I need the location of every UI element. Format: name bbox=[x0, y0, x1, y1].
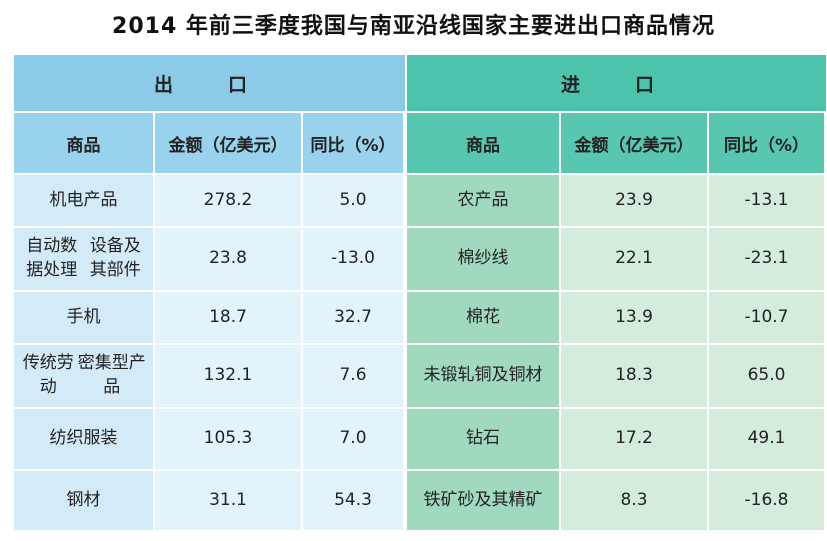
export-row-1-amount: 23.8 bbox=[155, 226, 303, 290]
table-title: 2014 年前三季度我国与南亚沿线国家主要进出口商品情况 bbox=[112, 14, 715, 39]
import-row-2-amount: 13.9 bbox=[561, 290, 709, 343]
import-header: 进 口 bbox=[407, 55, 826, 113]
export-header: 出 口 bbox=[14, 55, 405, 113]
import-row-2-item: 棉花 bbox=[407, 290, 561, 343]
import-row-4-amount: 17.2 bbox=[561, 407, 709, 469]
export-row-0-item: 机电产品 bbox=[14, 173, 155, 226]
export-col-header-yoy: 同比（%） bbox=[303, 113, 405, 173]
import-row-1-amount: 22.1 bbox=[561, 226, 709, 290]
export-row-1-yoy: -13.0 bbox=[303, 226, 405, 290]
import-row-3-item: 未锻轧铜及铜材 bbox=[407, 343, 561, 407]
trade-table: 出 口 商品 金额（亿美元） 同比（%） 机电产品 278.2 5.0 自动数据处理 设备及其… bbox=[14, 55, 826, 530]
export-row-5-item: 钢材 bbox=[14, 469, 155, 530]
panel-divider bbox=[405, 55, 407, 530]
import-row-3-amount: 18.3 bbox=[561, 343, 709, 407]
export-col-header-item: 商品 bbox=[14, 113, 155, 173]
import-row-2-yoy: -10.7 bbox=[709, 290, 826, 343]
import-panel: 进 口 商品 金额（亿美元） 同比（%） 农产品 23.9 -13.1 棉纱线 22.1 -23… bbox=[407, 55, 826, 530]
import-row-1-yoy: -23.1 bbox=[709, 226, 826, 290]
export-row-3-amount: 132.1 bbox=[155, 343, 303, 407]
import-row-4-item: 钻石 bbox=[407, 407, 561, 469]
export-row-5-yoy: 54.3 bbox=[303, 469, 405, 530]
import-row-5-item: 铁矿砂及其精矿 bbox=[407, 469, 561, 530]
import-col-header-yoy: 同比（%） bbox=[709, 113, 826, 173]
export-row-0-amount: 278.2 bbox=[155, 173, 303, 226]
export-row-2-item: 手机 bbox=[14, 290, 155, 343]
import-col-header-amount: 金额（亿美元） bbox=[561, 113, 709, 173]
import-row-0-amount: 23.9 bbox=[561, 173, 709, 226]
export-panel: 出 口 商品 金额（亿美元） 同比（%） 机电产品 278.2 5.0 自动数据处理 设备及其… bbox=[14, 55, 405, 530]
export-col-header-amount: 金额（亿美元） bbox=[155, 113, 303, 173]
import-row-5-amount: 8.3 bbox=[561, 469, 709, 530]
export-row-0-yoy: 5.0 bbox=[303, 173, 405, 226]
export-row-4-yoy: 7.0 bbox=[303, 407, 405, 469]
import-row-0-yoy: -13.1 bbox=[709, 173, 826, 226]
import-row-1-item: 棉纱线 bbox=[407, 226, 561, 290]
import-row-0-item: 农产品 bbox=[407, 173, 561, 226]
export-row-4-amount: 105.3 bbox=[155, 407, 303, 469]
import-col-header-item: 商品 bbox=[407, 113, 561, 173]
export-row-2-amount: 18.7 bbox=[155, 290, 303, 343]
import-row-3-yoy: 65.0 bbox=[709, 343, 826, 407]
export-row-3-yoy: 7.6 bbox=[303, 343, 405, 407]
import-row-5-yoy: -16.8 bbox=[709, 469, 826, 530]
export-row-4-item: 纺织服装 bbox=[14, 407, 155, 469]
export-row-5-amount: 31.1 bbox=[155, 469, 303, 530]
export-row-2-yoy: 32.7 bbox=[303, 290, 405, 343]
import-row-4-yoy: 49.1 bbox=[709, 407, 826, 469]
export-row-3-item: 传统劳动 密集型产品 bbox=[14, 343, 155, 407]
export-row-1-item: 自动数据处理 设备及其部件 bbox=[14, 226, 155, 290]
